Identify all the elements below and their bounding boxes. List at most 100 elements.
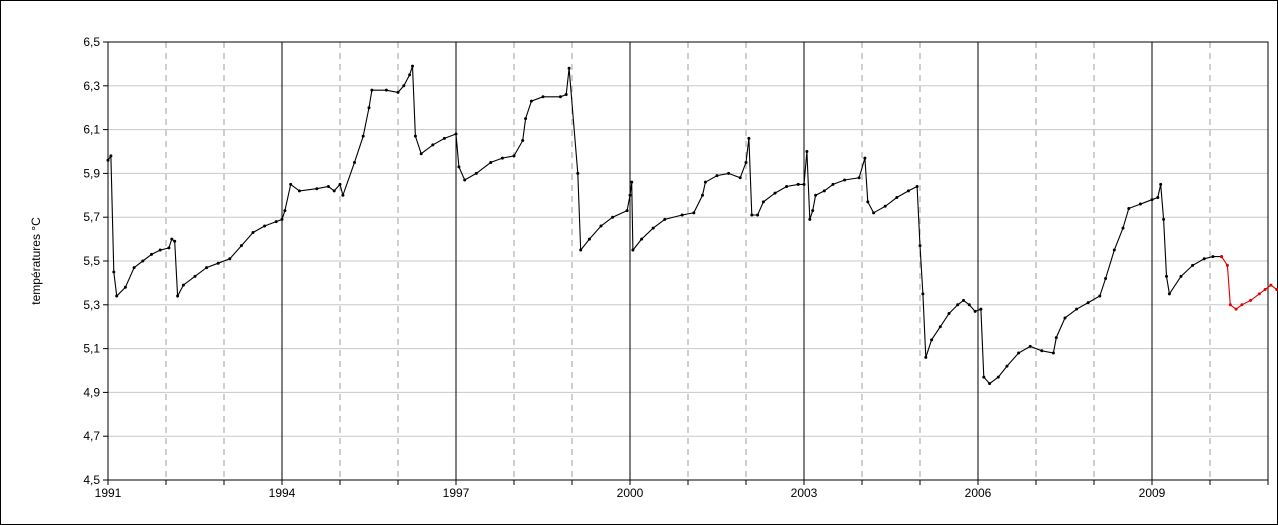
y-tick-label: 5,5	[83, 254, 100, 268]
data-point	[692, 211, 696, 215]
data-point	[353, 160, 356, 164]
data-point	[408, 73, 412, 77]
data-point	[1086, 301, 1090, 305]
data-point	[283, 209, 287, 213]
y-tick-label: 6,1	[83, 123, 100, 137]
data-point	[962, 298, 965, 302]
y-tick-label: 6,5	[83, 35, 100, 49]
data-point	[802, 182, 806, 186]
data-point	[1098, 294, 1102, 298]
data-point	[1202, 257, 1206, 261]
data-point	[370, 88, 374, 92]
data-point	[123, 285, 127, 289]
data-point	[567, 66, 571, 70]
data-point	[576, 171, 580, 175]
data-point	[611, 215, 615, 219]
data-point	[141, 259, 145, 263]
data-point	[315, 187, 319, 191]
data-point	[1269, 283, 1273, 287]
data-point	[805, 150, 809, 153]
data-point	[500, 156, 504, 160]
y-tick-label: 5,3	[83, 298, 100, 312]
x-tick-label: 2000	[617, 486, 644, 500]
data-point	[167, 246, 171, 250]
x-tick-label: 2009	[1139, 486, 1166, 500]
data-point	[738, 176, 742, 180]
data-point	[750, 213, 754, 217]
data-point	[640, 237, 644, 241]
data-point	[367, 106, 371, 110]
data-point	[866, 200, 870, 204]
data-point	[564, 93, 568, 97]
y-tick-label: 4,9	[83, 385, 100, 399]
data-point	[524, 117, 528, 121]
series-layer	[106, 64, 1278, 386]
data-point	[1167, 292, 1171, 296]
data-point	[924, 355, 928, 359]
data-point	[109, 154, 113, 158]
data-point	[1228, 303, 1232, 307]
data-point	[1257, 292, 1261, 296]
data-point	[761, 200, 765, 204]
data-point	[579, 248, 583, 252]
data-point	[384, 88, 388, 92]
data-point	[982, 375, 986, 379]
data-point	[274, 220, 278, 224]
data-point	[1179, 274, 1183, 278]
data-point	[1240, 303, 1244, 307]
data-point	[1028, 344, 1032, 348]
data-point	[625, 209, 629, 213]
data-point	[811, 209, 815, 213]
data-point	[756, 213, 760, 217]
data-point	[857, 176, 861, 180]
data-point	[1138, 202, 1142, 206]
y-tick-label: 4,5	[83, 473, 100, 487]
data-point	[150, 252, 153, 256]
data-point	[727, 171, 731, 175]
data-point	[988, 382, 992, 386]
data-point	[529, 99, 533, 103]
data-point	[521, 139, 525, 143]
data-point	[996, 375, 1000, 379]
data-point	[1054, 336, 1058, 340]
data-point	[1211, 255, 1215, 259]
data-point	[338, 182, 342, 186]
data-point	[1017, 351, 1021, 355]
data-point	[715, 174, 719, 178]
data-point	[112, 270, 116, 274]
data-point	[1112, 248, 1116, 252]
data-point	[558, 95, 562, 99]
data-point	[1051, 351, 1055, 355]
data-point	[489, 160, 493, 164]
data-point	[411, 64, 414, 68]
data-point	[1156, 195, 1160, 199]
x-tick-label: 2006	[965, 486, 992, 500]
data-point	[906, 189, 910, 193]
y-tick-label: 5,7	[83, 210, 100, 224]
data-point	[326, 185, 330, 189]
data-point	[173, 239, 177, 243]
series-line-main	[107, 65, 1222, 385]
data-point	[1104, 277, 1108, 281]
data-point	[808, 217, 812, 221]
data-point	[457, 165, 461, 169]
data-point	[863, 156, 867, 160]
data-point	[396, 90, 400, 94]
data-point	[744, 160, 748, 164]
data-point	[1075, 307, 1079, 311]
data-point	[915, 185, 919, 189]
data-point	[956, 303, 960, 307]
data-point	[361, 134, 365, 138]
data-point	[872, 211, 876, 215]
data-point	[413, 134, 417, 138]
data-point	[747, 136, 751, 140]
x-tick-label: 1997	[443, 486, 470, 500]
data-point	[106, 158, 110, 162]
data-point	[921, 292, 925, 296]
data-point	[822, 189, 826, 193]
data-point	[181, 283, 185, 287]
data-point	[289, 182, 293, 186]
horizontal-gridlines	[108, 85, 1268, 437]
data-point	[979, 307, 983, 311]
